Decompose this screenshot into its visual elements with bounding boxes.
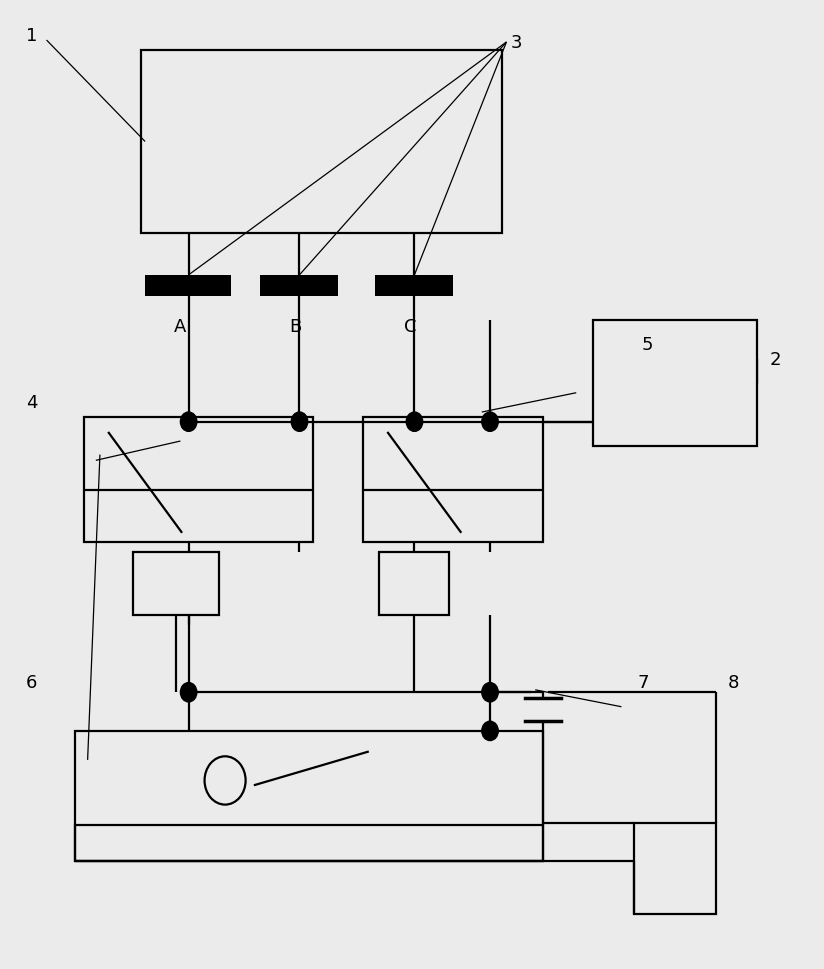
Bar [375, 275, 453, 297]
Text: 4: 4 [26, 394, 38, 412]
Text: C: C [404, 318, 417, 336]
Bar [83, 417, 313, 543]
Circle shape [482, 682, 499, 702]
Circle shape [482, 412, 499, 431]
Bar [379, 552, 449, 615]
Circle shape [180, 412, 197, 431]
Circle shape [482, 721, 499, 740]
Text: 6: 6 [26, 674, 37, 692]
Bar [133, 552, 219, 615]
Text: 5: 5 [642, 336, 653, 354]
Circle shape [406, 412, 423, 431]
Bar [141, 49, 503, 234]
Bar [260, 275, 338, 297]
Text: 2: 2 [770, 351, 780, 368]
Circle shape [291, 412, 307, 431]
Text: B: B [289, 318, 302, 336]
Text: 7: 7 [638, 674, 649, 692]
Bar [75, 825, 543, 861]
Text: A: A [174, 318, 186, 336]
Bar [363, 417, 543, 543]
Bar [634, 823, 716, 915]
Text: 1: 1 [26, 27, 37, 45]
Bar [75, 731, 543, 861]
Text: 3: 3 [511, 34, 522, 51]
Bar [145, 275, 232, 297]
Circle shape [180, 682, 197, 702]
Bar [592, 320, 757, 446]
Text: 8: 8 [728, 674, 740, 692]
